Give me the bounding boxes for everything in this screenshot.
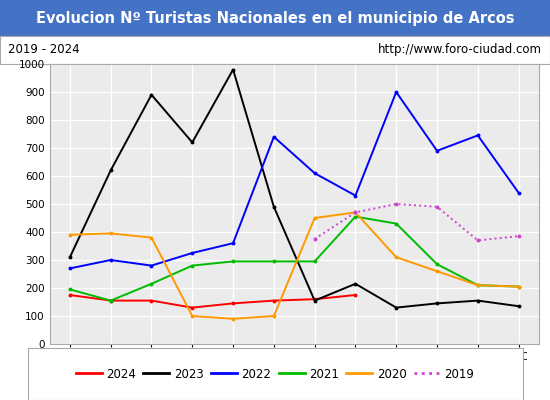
Text: 2019 - 2024: 2019 - 2024 <box>8 44 80 56</box>
Legend: 2024, 2023, 2022, 2021, 2020, 2019: 2024, 2023, 2022, 2021, 2020, 2019 <box>72 364 478 384</box>
Text: Evolucion Nº Turistas Nacionales en el municipio de Arcos: Evolucion Nº Turistas Nacionales en el m… <box>36 10 514 26</box>
Text: http://www.foro-ciudad.com: http://www.foro-ciudad.com <box>378 44 542 56</box>
